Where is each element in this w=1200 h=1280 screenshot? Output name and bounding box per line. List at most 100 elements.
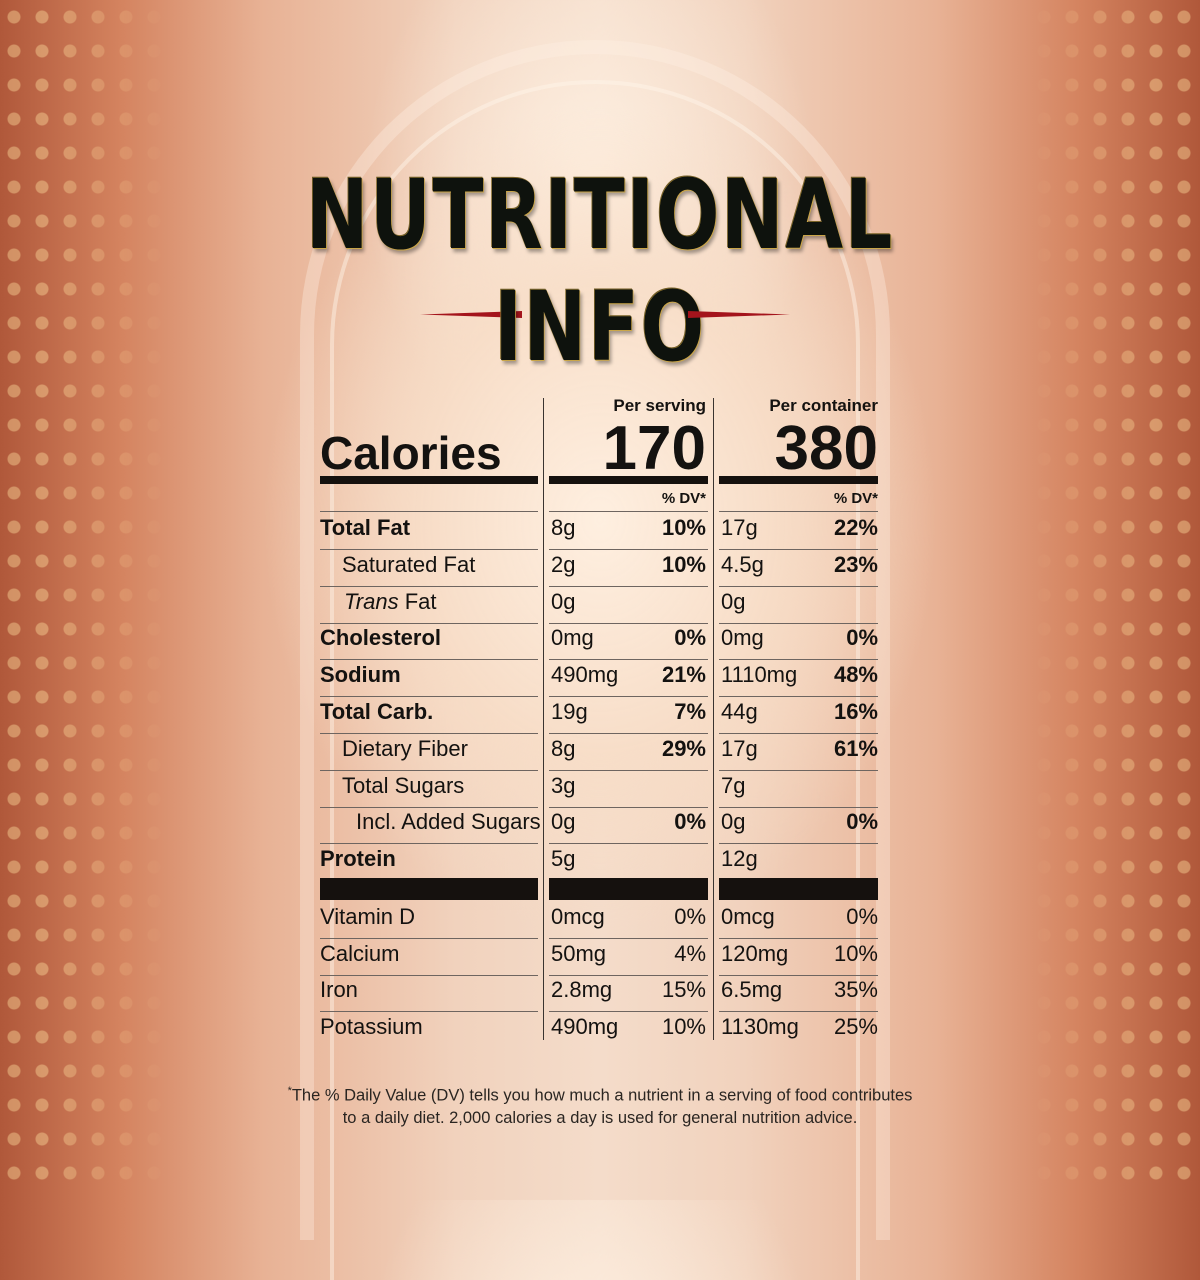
nutrient-label-text: Total Fat <box>320 515 411 540</box>
vitamin-divider-label <box>320 938 538 939</box>
serving-dv: 29% <box>661 735 706 761</box>
calories-per-container: 380 <box>774 414 878 483</box>
serving-amount: 0mg <box>551 625 594 651</box>
footnote: *The % Daily Value (DV) tells you how mu… <box>0 1080 1200 1129</box>
vitamin-container-dv: 25% <box>833 1013 878 1039</box>
vitamin-container-amount: 0mcg <box>721 904 775 929</box>
vitamin-divider-container <box>719 938 878 939</box>
container-dv: 61% <box>833 735 878 761</box>
dv-header-container: % DV* <box>833 490 878 507</box>
row-divider-serving <box>549 659 708 660</box>
calories-rule-label <box>320 476 538 484</box>
container-dv: 22% <box>833 515 878 540</box>
nutrient-label-text: Saturated Fat <box>342 551 476 577</box>
title-rule-left <box>420 311 522 318</box>
vitamin-container-dv: 35% <box>833 977 878 1002</box>
container-amount: 0mg <box>721 625 764 651</box>
title-rule-right <box>688 311 790 318</box>
serving-dv: 0% <box>674 809 706 835</box>
vitamin-serving-dv: 10% <box>661 1013 706 1039</box>
container-amount: 4.5g <box>721 551 764 577</box>
container-dv: 48% <box>833 662 878 688</box>
vitamin-container-amount: 1130mg <box>721 1013 799 1039</box>
nutrient-label: Trans Fat <box>344 589 437 615</box>
row-divider-container <box>719 549 878 550</box>
vitamin-label: Iron <box>320 977 358 1002</box>
serving-amount: 0g <box>551 809 576 835</box>
row-divider-label <box>320 733 538 734</box>
vitamin-divider-serving <box>549 1011 708 1012</box>
dv-divider-serving <box>549 511 708 512</box>
row-divider-label <box>320 623 538 624</box>
row-divider-container <box>719 770 878 771</box>
row-divider-serving <box>549 807 708 808</box>
row-divider-serving <box>549 623 708 624</box>
arch-inner-decoration <box>330 80 860 1280</box>
nutrient-label: Dietary Fiber <box>342 736 468 762</box>
nutrient-label-text: Cholesterol <box>320 625 442 651</box>
nutrient-label: Sodium <box>320 662 401 688</box>
container-amount: 44g <box>721 699 758 724</box>
per-container-header: Per container <box>769 396 878 415</box>
row-divider-container <box>719 659 878 660</box>
vitamin-divider-container <box>719 975 878 976</box>
container-amount: 17g <box>721 735 758 761</box>
vitamin-serving-dv: 0% <box>674 904 706 929</box>
row-divider-serving <box>549 733 708 734</box>
row-divider-container <box>719 696 878 697</box>
row-divider-label <box>320 586 538 587</box>
vitamin-divider-label <box>320 1011 538 1012</box>
serving-amount: 8g <box>551 735 576 761</box>
vitamin-serving-amount: 2.8mg <box>551 977 613 1002</box>
vitamin-serving-dv: 4% <box>674 940 706 966</box>
serving-amount: 490mg <box>551 662 619 688</box>
row-divider-label <box>320 843 538 844</box>
nutrient-label-italic: Trans <box>344 588 399 614</box>
nutrient-label: Total Fat <box>320 515 410 541</box>
dv-divider-container <box>719 511 878 512</box>
column-divider-1 <box>543 398 544 1040</box>
footnote-mark: * <box>287 1085 292 1097</box>
nutrient-bar-label <box>320 878 538 900</box>
vitamin-divider-serving <box>549 938 708 939</box>
vitamin-label: Vitamin D <box>320 904 415 929</box>
vitamin-label: Calcium <box>320 940 400 966</box>
nutrient-label: Total Sugars <box>342 773 464 799</box>
nutrient-label-text: Total Carb. <box>320 699 434 724</box>
serving-amount: 19g <box>551 699 588 724</box>
nutrient-label-text: Sodium <box>320 662 401 688</box>
calories-rule-container <box>719 476 878 484</box>
nutrient-label: Saturated Fat <box>342 552 475 578</box>
serving-amount: 3g <box>551 772 576 798</box>
serving-dv: 21% <box>661 662 706 688</box>
serving-amount: 2g <box>551 551 576 577</box>
container-dv: 23% <box>833 551 878 577</box>
vitamin-container-amount: 6.5mg <box>721 977 783 1002</box>
vitamin-divider-label <box>320 975 538 976</box>
title-line-2: INFO <box>494 271 706 383</box>
lattice-decoration-right <box>1030 0 1200 1200</box>
serving-dv: 0% <box>674 625 706 651</box>
row-divider-container <box>719 623 878 624</box>
vitamin-label: Potassium <box>320 1013 423 1039</box>
vitamin-divider-serving <box>549 975 708 976</box>
row-divider-label <box>320 696 538 697</box>
row-divider-container <box>719 733 878 734</box>
nutrient-label: Cholesterol <box>320 625 441 651</box>
column-divider-2 <box>713 398 714 1040</box>
nutrient-bar-container <box>719 878 878 900</box>
dv-divider-label <box>320 511 538 512</box>
nutrient-label: Protein <box>320 846 396 872</box>
row-divider-label <box>320 770 538 771</box>
calories-label: Calories <box>320 427 502 479</box>
footnote-line-2: to a daily diet. 2,000 calories a day is… <box>342 1108 858 1127</box>
container-amount: 12g <box>721 846 758 872</box>
vitamin-serving-amount: 50mg <box>551 940 607 966</box>
row-divider-container <box>719 843 878 844</box>
row-divider-serving <box>549 843 708 844</box>
nutrient-label-text: Incl. Added Sugars <box>356 809 541 835</box>
calories-per-serving: 170 <box>602 414 706 483</box>
row-divider-label <box>320 549 538 550</box>
vitamin-container-dv: 0% <box>846 904 878 929</box>
serving-amount: 5g <box>551 846 576 872</box>
